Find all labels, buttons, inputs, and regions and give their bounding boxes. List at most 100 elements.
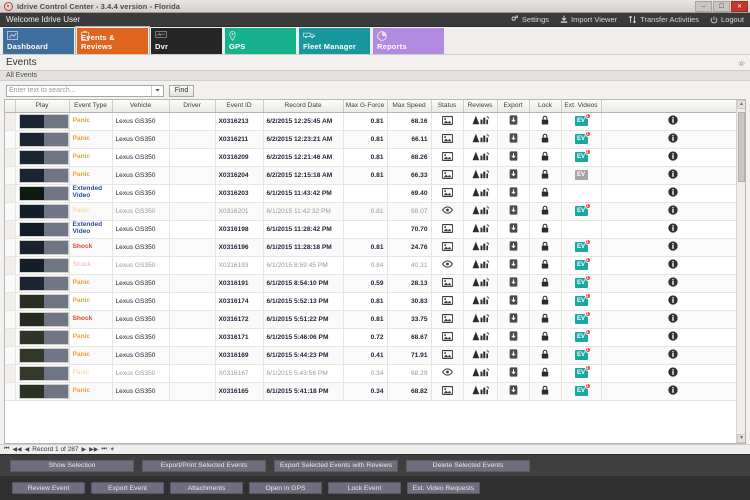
next-page-button[interactable]: ▶▶	[89, 447, 99, 453]
ext-videos-cell[interactable]: EV 1	[561, 238, 602, 257]
status-cell[interactable]	[431, 112, 464, 131]
export-cell[interactable]	[497, 112, 530, 131]
info-icon[interactable]	[668, 385, 678, 397]
next-record-button[interactable]: ▶	[81, 447, 87, 453]
reviews-icon[interactable]	[472, 151, 489, 163]
reviews-cell[interactable]	[463, 292, 498, 311]
row-select-cell[interactable]	[5, 382, 16, 401]
reviews-cell[interactable]	[463, 112, 498, 131]
image-icon[interactable]	[441, 385, 453, 397]
close-button[interactable]: ✕	[731, 1, 748, 12]
info-icon[interactable]	[668, 133, 678, 145]
export-cell[interactable]	[497, 310, 530, 329]
download-icon[interactable]	[509, 349, 518, 361]
add-record-button[interactable]: ✶	[109, 447, 115, 453]
table-row[interactable]: Panic Lexus GS350 X0316211 6/2/2015 12:23:2…	[5, 130, 745, 149]
play-cell[interactable]	[15, 130, 70, 149]
lock-cell[interactable]	[529, 292, 562, 311]
nav-tile-dvr[interactable]: Dvr	[151, 28, 222, 54]
image-icon[interactable]	[441, 169, 453, 181]
ext-videos-cell[interactable]: EV 1	[561, 292, 602, 311]
info-cell[interactable]	[601, 112, 745, 131]
nav-tile-dashboard[interactable]: Dashboard	[3, 28, 74, 54]
image-icon[interactable]	[441, 331, 453, 343]
reviews-cell[interactable]	[463, 130, 498, 149]
ext-videos-cell[interactable]: EV 1	[561, 364, 602, 383]
export-selected-events-with-reviews-button[interactable]: Export Selected Events with Reviews	[274, 459, 398, 472]
reviews-icon[interactable]	[472, 223, 489, 235]
table-row[interactable]: Panic Lexus GS350 X0316165 6/1/2015 5:41:18…	[5, 382, 745, 401]
play-cell[interactable]	[15, 274, 70, 293]
info-cell[interactable]	[601, 346, 745, 365]
play-cell[interactable]	[15, 238, 70, 257]
table-row[interactable]: Panic Lexus GS350 X0316171 6/1/2015 5:46:06…	[5, 328, 745, 347]
col-status[interactable]: Status	[431, 100, 464, 113]
status-cell[interactable]	[431, 328, 464, 347]
col-reviews[interactable]: Reviews	[463, 100, 498, 113]
reviews-cell[interactable]	[463, 256, 498, 275]
lock-cell[interactable]	[529, 112, 562, 131]
col-play[interactable]: Play	[15, 100, 70, 113]
reviews-icon[interactable]	[472, 367, 489, 379]
info-cell[interactable]	[601, 166, 745, 185]
row-select-cell[interactable]	[5, 274, 16, 293]
info-icon[interactable]	[668, 277, 678, 289]
video-thumbnail[interactable]	[18, 149, 69, 165]
lock-icon[interactable]	[541, 223, 549, 235]
video-thumbnail[interactable]	[18, 329, 69, 345]
import-viewer-button[interactable]: Import Viewer	[560, 15, 617, 24]
reviews-cell[interactable]	[463, 364, 498, 383]
reviews-cell[interactable]	[463, 382, 498, 401]
reviews-icon[interactable]	[472, 277, 489, 289]
export-cell[interactable]	[497, 184, 530, 203]
ext-video-badge[interactable]: EV 1	[574, 275, 591, 288]
info-cell[interactable]	[601, 256, 745, 275]
video-thumbnail[interactable]	[18, 185, 69, 201]
show-selection-button[interactable]: Show Selection	[10, 459, 134, 472]
settings-button[interactable]: Settings	[510, 15, 549, 24]
video-thumbnail[interactable]	[18, 347, 69, 363]
chevron-down-icon[interactable]	[151, 85, 162, 96]
video-thumbnail[interactable]	[18, 113, 69, 129]
reviews-icon[interactable]	[472, 385, 489, 397]
status-cell[interactable]	[431, 364, 464, 383]
row-select-cell[interactable]	[5, 364, 16, 383]
lock-cell[interactable]	[529, 328, 562, 347]
panel-gear-icon[interactable]	[738, 59, 745, 70]
download-icon[interactable]	[509, 367, 518, 379]
ext-video-badge[interactable]: EV 1	[574, 365, 591, 378]
info-cell[interactable]	[601, 184, 745, 203]
reviews-cell[interactable]	[463, 220, 498, 239]
download-icon[interactable]	[509, 115, 518, 127]
play-cell[interactable]	[15, 220, 70, 239]
image-icon[interactable]	[441, 241, 453, 253]
play-cell[interactable]	[15, 256, 70, 275]
ext-videos-cell[interactable]: EV	[561, 166, 602, 185]
table-row[interactable]: Panic Lexus GS350 X0316204 6/2/2015 12:15:1…	[5, 166, 745, 185]
grid-vertical-scrollbar[interactable]: ▲ ▼	[736, 100, 745, 443]
row-select-cell[interactable]	[5, 346, 16, 365]
attachments-button[interactable]: Attachments	[170, 482, 243, 494]
info-cell[interactable]	[601, 364, 745, 383]
scroll-down-arrow[interactable]: ▼	[737, 434, 745, 443]
info-cell[interactable]	[601, 382, 745, 401]
play-cell[interactable]	[15, 184, 70, 203]
info-icon[interactable]	[668, 313, 678, 325]
image-icon[interactable]	[441, 115, 453, 127]
info-cell[interactable]	[601, 310, 745, 329]
col-max-speed[interactable]: Max Speed	[387, 100, 432, 113]
info-icon[interactable]	[668, 115, 678, 127]
reviews-icon[interactable]	[472, 331, 489, 343]
lock-cell[interactable]	[529, 238, 562, 257]
export-cell[interactable]	[497, 382, 530, 401]
image-icon[interactable]	[441, 349, 453, 361]
play-cell[interactable]	[15, 112, 70, 131]
row-select-cell[interactable]	[5, 166, 16, 185]
prev-page-button[interactable]: ◀◀	[12, 447, 22, 453]
prev-record-button[interactable]: ◀	[24, 447, 30, 453]
info-icon[interactable]	[668, 169, 678, 181]
search-input[interactable]: Enter text to search...	[6, 84, 164, 97]
lock-cell[interactable]	[529, 310, 562, 329]
reviews-icon[interactable]	[472, 169, 489, 181]
col-export[interactable]: Export	[497, 100, 530, 113]
